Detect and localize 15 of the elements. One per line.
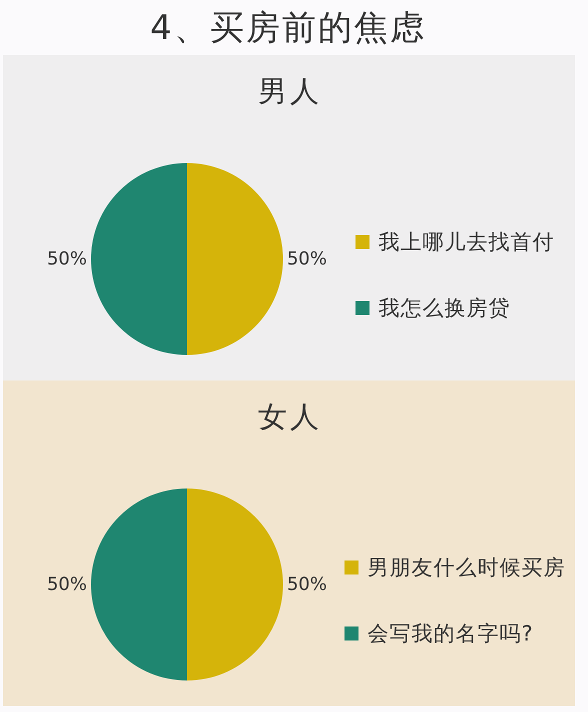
pie-slice — [187, 163, 283, 355]
data-label: 50% — [46, 574, 88, 595]
pie-slice — [91, 163, 187, 355]
data-label: 50% — [286, 574, 328, 595]
legend-label: 我上哪儿去找首付 — [378, 230, 554, 254]
data-label: 50% — [46, 248, 88, 270]
pie-slice — [187, 488, 283, 680]
pie-slice — [91, 488, 187, 680]
legend-label: 会写我的名字吗? — [368, 622, 534, 646]
chart-title: 女人 — [258, 400, 322, 434]
legend-label: 我怎么换房贷 — [378, 296, 510, 320]
data-label: 50% — [286, 248, 328, 270]
chart-title: 男人 — [258, 74, 322, 108]
text: 4、买房前的焦虑 — [150, 8, 426, 48]
legend-label: 男朋友什么时候买房 — [368, 556, 566, 580]
